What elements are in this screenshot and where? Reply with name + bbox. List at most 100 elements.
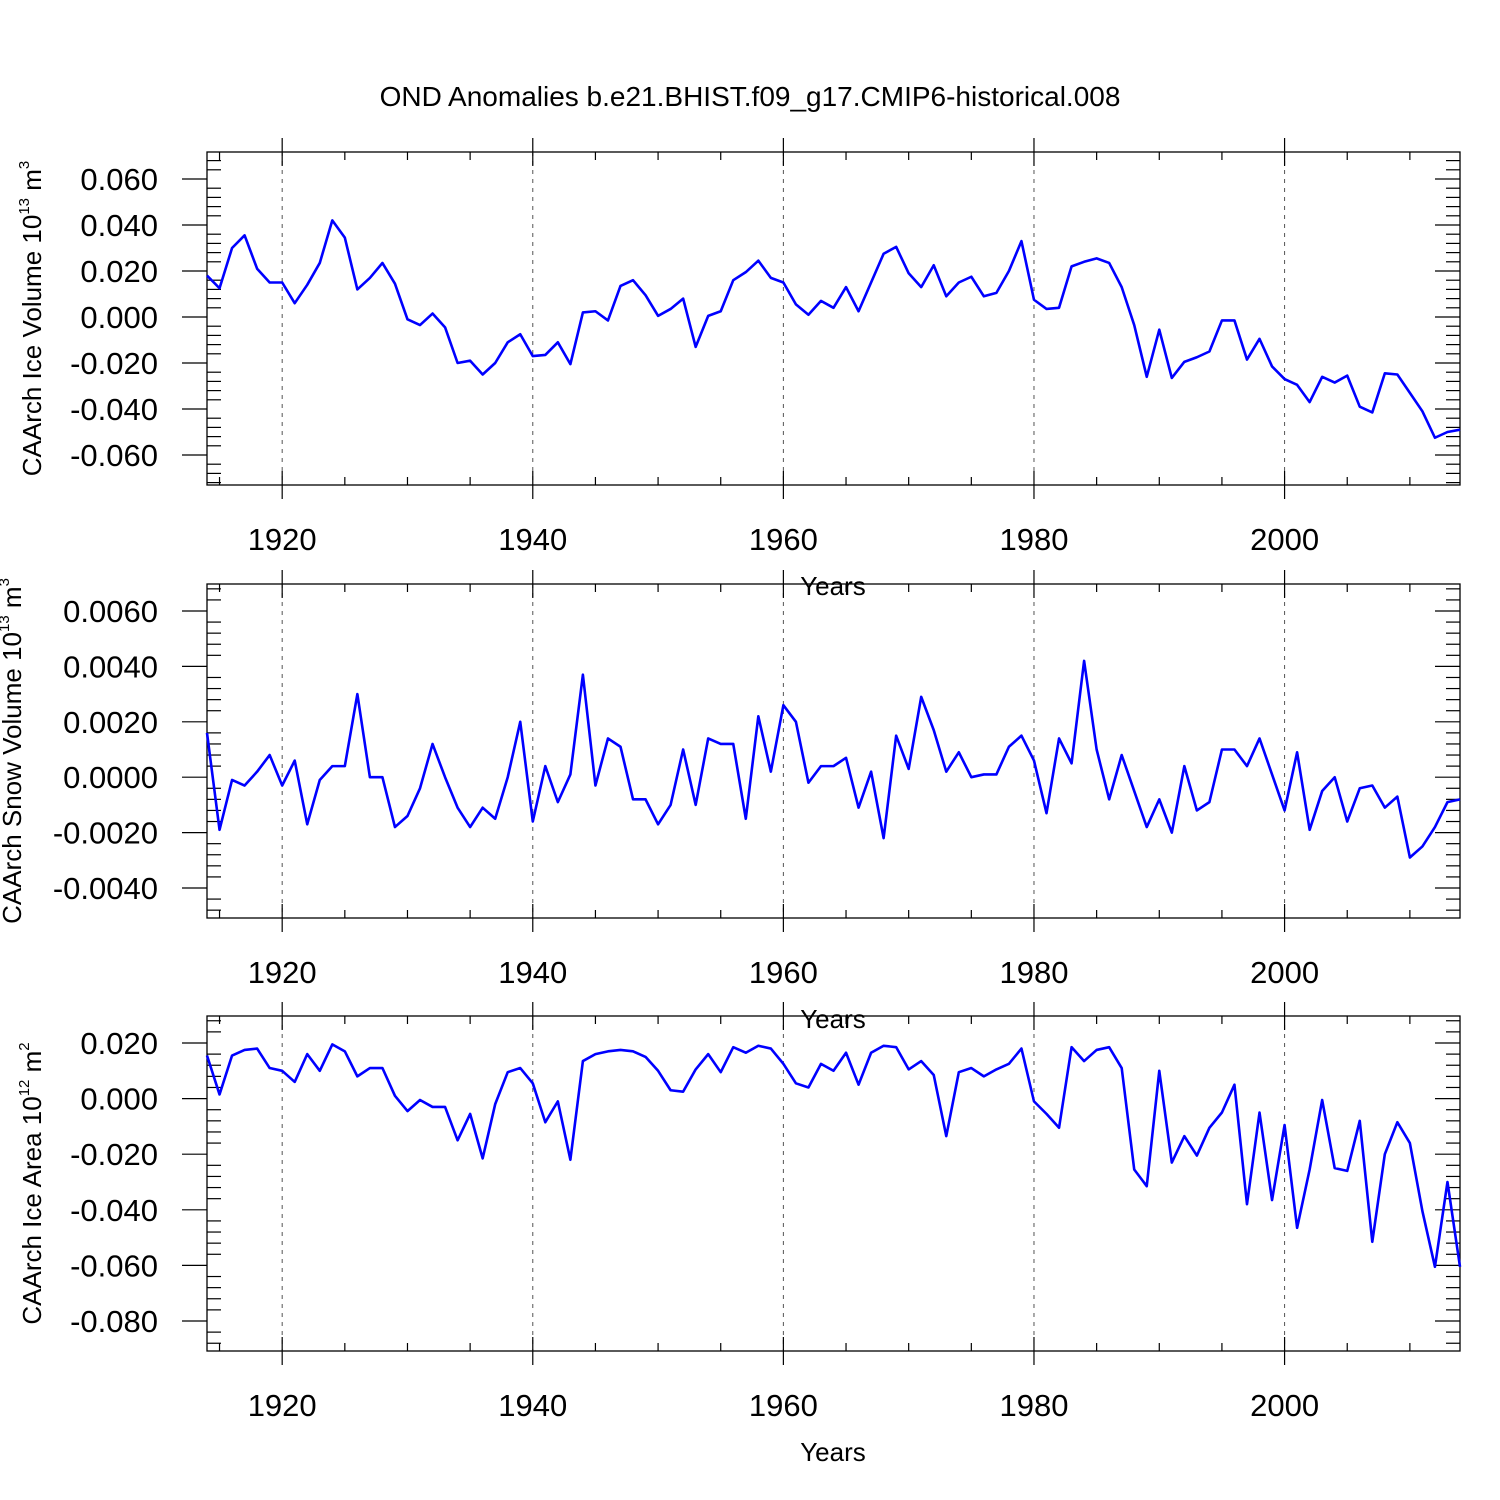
data-point — [582, 311, 584, 313]
data-point — [406, 1110, 408, 1112]
data-point — [757, 715, 759, 717]
y-axis-label-superscript: 12 — [16, 1080, 33, 1097]
data-point — [1434, 437, 1436, 439]
y-tick-label: 0.060 — [80, 162, 158, 197]
data-point — [857, 1084, 859, 1086]
data-point — [1033, 1100, 1035, 1102]
y-axis-label-text: CAArch Snow Volume 10 — [0, 632, 27, 924]
data-point — [795, 721, 797, 723]
data-point — [832, 307, 834, 309]
y-axis-label: CAArch Ice Area 1012 m2 — [16, 1042, 47, 1324]
data-point — [895, 734, 897, 736]
data-point — [1296, 751, 1298, 753]
data-point — [494, 362, 496, 364]
data-point — [206, 1054, 208, 1056]
data-point — [1384, 1153, 1386, 1155]
y-tick-label: -0.0040 — [53, 871, 158, 906]
data-point — [795, 1082, 797, 1084]
chart-panel-1: -0.060 -0.040 -0.020 0.000 0.020 0.040 0.060 19… — [16, 138, 1461, 601]
data-point — [895, 246, 897, 248]
data-point — [1070, 762, 1072, 764]
data-point — [669, 804, 671, 806]
data-point — [782, 281, 784, 283]
data-point — [532, 355, 534, 357]
data-point — [1108, 262, 1110, 264]
data-point — [657, 315, 659, 317]
y-axis-label-superscript: 3 — [0, 578, 13, 586]
x-tick-label: 1980 — [999, 955, 1068, 990]
data-point — [1396, 1121, 1398, 1123]
data-point — [369, 776, 371, 778]
data-point — [344, 765, 346, 767]
data-point — [1334, 381, 1336, 383]
data-point — [1008, 270, 1010, 272]
data-point — [243, 1049, 245, 1051]
data-point — [1058, 307, 1060, 309]
data-point — [707, 1053, 709, 1055]
data-point — [657, 1070, 659, 1072]
data-point — [832, 1070, 834, 1072]
data-point — [607, 319, 609, 321]
data-point — [619, 285, 621, 287]
data-point — [1409, 392, 1411, 394]
data-point — [1271, 365, 1273, 367]
data-point — [469, 826, 471, 828]
data-point — [469, 1113, 471, 1115]
data-point — [1296, 1227, 1298, 1229]
data-point — [970, 1067, 972, 1069]
data-point — [419, 787, 421, 789]
data-point — [1396, 373, 1398, 375]
plot-frame — [206, 583, 1461, 919]
data-point — [782, 1063, 784, 1065]
data-point — [607, 737, 609, 739]
data-point — [1146, 1185, 1148, 1187]
data-point — [933, 729, 935, 731]
data-point — [1359, 1120, 1361, 1122]
data-point — [1208, 801, 1210, 803]
data-point — [995, 292, 997, 294]
x-tick-label: 1940 — [498, 955, 567, 990]
data-point — [983, 1075, 985, 1077]
data-point — [569, 363, 571, 365]
data-point — [770, 277, 772, 279]
data-point — [1258, 1111, 1260, 1113]
data-point — [532, 820, 534, 822]
x-tick-label: 1920 — [248, 1388, 317, 1423]
data-point — [444, 776, 446, 778]
data-point — [406, 318, 408, 320]
data-point — [1221, 748, 1223, 750]
data-point — [1283, 809, 1285, 811]
data-point — [319, 779, 321, 781]
data-point — [444, 1106, 446, 1108]
y-axis-label-superscript: 13 — [0, 615, 13, 632]
data-point — [519, 721, 521, 723]
data-point — [582, 1060, 584, 1062]
data-point — [1459, 1266, 1461, 1268]
y-axis-label: CAArch Snow Volume 1013 m3 — [0, 578, 27, 924]
data-point — [444, 326, 446, 328]
data-point — [807, 782, 809, 784]
data-point — [1095, 257, 1097, 259]
data-point — [268, 1067, 270, 1069]
data-point — [1196, 809, 1198, 811]
y-axis-label-superscript: 2 — [16, 1042, 33, 1050]
data-point — [1045, 1113, 1047, 1115]
data-point — [920, 286, 922, 288]
data-point — [557, 341, 559, 343]
data-point — [720, 1071, 722, 1073]
data-point — [669, 1089, 671, 1091]
data-point — [870, 281, 872, 283]
data-point — [1120, 286, 1122, 288]
data-point — [231, 1054, 233, 1056]
x-tick-label: 1980 — [999, 522, 1068, 557]
x-tick-label: 2000 — [1250, 1388, 1319, 1423]
y-axis-label: CAArch Ice Volume 1013 m3 — [16, 161, 47, 477]
data-point — [1446, 1181, 1448, 1183]
data-point — [356, 1075, 358, 1077]
data-point — [1283, 378, 1285, 380]
data-point — [469, 360, 471, 362]
data-point — [1208, 350, 1210, 352]
data-point — [356, 288, 358, 290]
data-point — [770, 770, 772, 772]
